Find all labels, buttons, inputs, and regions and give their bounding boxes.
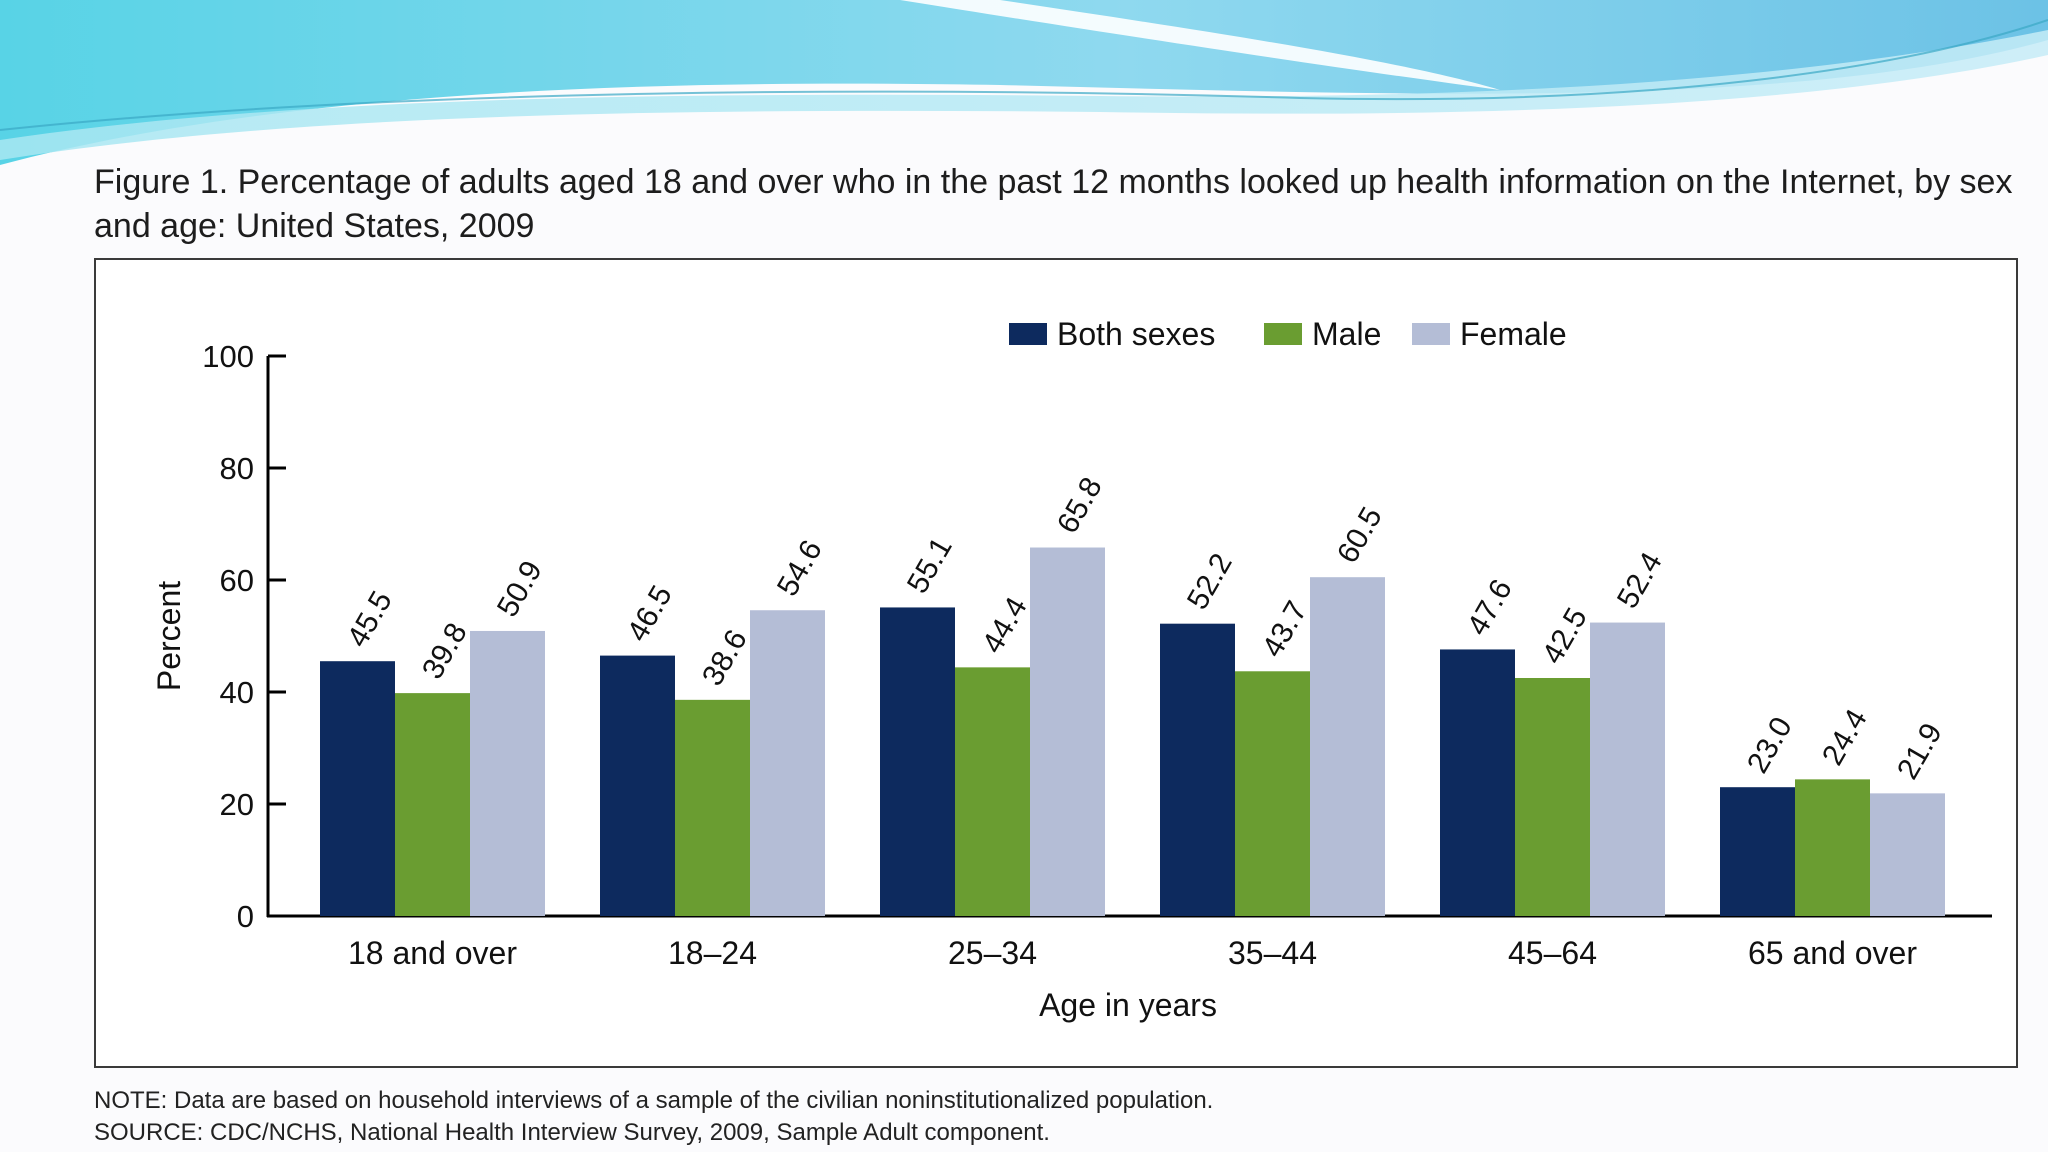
- bar-value-label: 45.5: [341, 586, 399, 653]
- wave-white-streak: [900, 0, 1500, 90]
- bar-value-label: 52.2: [1181, 548, 1239, 615]
- bar-female: [750, 610, 825, 916]
- bar-value-label: 46.5: [621, 580, 679, 647]
- bar-female: [1310, 577, 1385, 916]
- legend-swatch-male: [1264, 323, 1302, 345]
- bar-value-label: 38.6: [696, 624, 754, 691]
- bar-female: [470, 630, 545, 916]
- bar-male: [1515, 678, 1590, 916]
- x-tick-label: 65 and over: [1748, 935, 1917, 971]
- bar-both-sexes: [1440, 649, 1515, 916]
- bar-value-label: 21.9: [1891, 718, 1949, 785]
- figure-title: Figure 1. Percentage of adults aged 18 a…: [94, 163, 2013, 245]
- chart-frame: 0 20 40 60 80 100 Percent 45.5 39.8 50.9 18 and ov…: [94, 258, 2018, 1068]
- bar-female: [1590, 622, 1665, 916]
- bar-value-label: 50.9: [491, 555, 549, 622]
- bar-value-label: 47.6: [1461, 574, 1519, 641]
- bar-male: [675, 699, 750, 916]
- bar-value-label: 52.4: [1611, 547, 1669, 614]
- bar-both-sexes: [880, 607, 955, 916]
- legend-label: Female: [1460, 316, 1567, 352]
- x-tick-label: 18–24: [668, 935, 757, 971]
- bar-value-label: 24.4: [1816, 704, 1874, 771]
- bar-male: [1795, 779, 1870, 916]
- y-tick-label: 20: [220, 787, 254, 822]
- x-tick-label: 18 and over: [348, 935, 517, 971]
- figure-source: SOURCE: CDC/NCHS, National Health Interv…: [94, 1119, 1050, 1146]
- y-tick-label: 0: [237, 899, 254, 934]
- bar-chart: 0 20 40 60 80 100 Percent 45.5 39.8 50.9 18 and ov…: [151, 316, 1992, 1023]
- bar-female: [1870, 793, 1945, 916]
- bar-value-label: 65.8: [1051, 472, 1109, 539]
- bar-both-sexes: [320, 661, 395, 916]
- bar-value-label: 54.6: [771, 535, 829, 602]
- wave-shape-main: [0, 0, 2048, 165]
- bar-both-sexes: [1720, 787, 1795, 916]
- x-axis-title: Age in years: [1039, 987, 1217, 1023]
- bar-male: [955, 667, 1030, 916]
- figure-note: NOTE: Data are based on household interv…: [94, 1087, 1214, 1114]
- x-tick-label: 45–64: [1508, 935, 1597, 971]
- x-tick-label: 35–44: [1228, 935, 1317, 971]
- bar-both-sexes: [600, 655, 675, 916]
- bar-both-sexes: [1160, 623, 1235, 916]
- bar-value-label: 39.8: [416, 618, 474, 685]
- bar-male: [395, 693, 470, 916]
- legend-label: Both sexes: [1057, 316, 1215, 352]
- decorative-wave-banner: [0, 0, 2048, 165]
- wave-line: [0, 19, 2048, 131]
- bar-value-label: 44.4: [976, 592, 1034, 659]
- legend-label: Male: [1312, 316, 1381, 352]
- y-tick-label: 100: [202, 339, 254, 374]
- bar-female: [1030, 547, 1105, 916]
- bar-value-label: 55.1: [901, 532, 959, 599]
- bar-value-label: 23.0: [1741, 712, 1799, 779]
- bar-value-label: 42.5: [1536, 602, 1594, 669]
- wave-shape-light: [0, 30, 2048, 160]
- bar-value-label: 43.7: [1256, 596, 1314, 663]
- legend-swatch-both-sexes: [1009, 323, 1047, 345]
- x-tick-label: 25–34: [948, 935, 1037, 971]
- y-axis-title: Percent: [151, 581, 187, 691]
- y-tick-label: 60: [220, 563, 254, 598]
- bar-value-label: 60.5: [1331, 502, 1389, 569]
- y-tick-label: 40: [220, 675, 254, 710]
- bar-male: [1235, 671, 1310, 916]
- legend-swatch-female: [1412, 323, 1450, 345]
- y-tick-label: 80: [220, 451, 254, 486]
